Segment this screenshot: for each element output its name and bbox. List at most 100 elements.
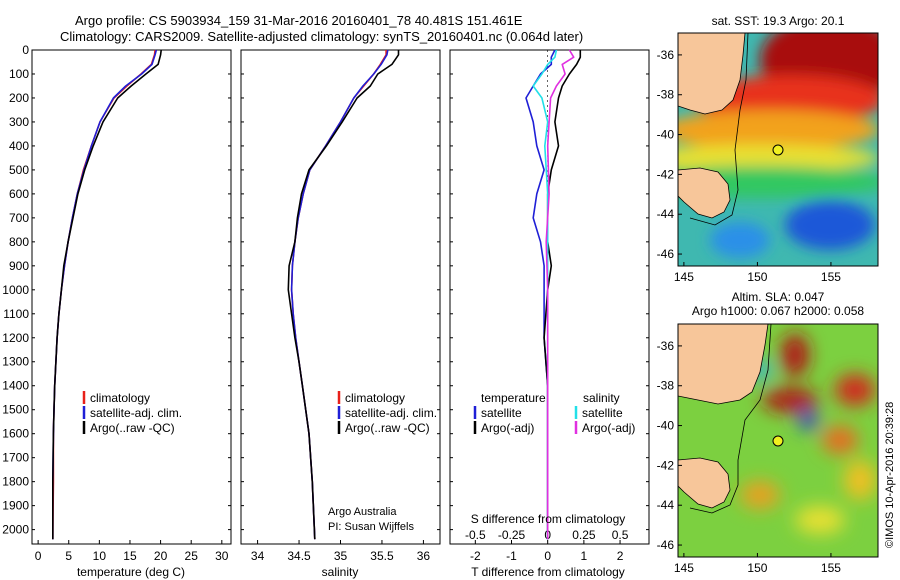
x-tick-label: 2 <box>617 549 624 563</box>
depth-tick-label: 1300 <box>2 355 29 369</box>
sla-mainland <box>678 324 769 405</box>
sla-map-title-line1: Altim. SLA: 0.047 <box>732 290 825 304</box>
series-line-satellite-adj-clim- <box>51 49 158 540</box>
sla-tasmania <box>678 457 731 509</box>
map-lat-label: -46 <box>657 538 675 552</box>
temperature-legend: climatology satellite-adj. clim. Argo(..… <box>82 391 182 435</box>
sla-map-frame <box>677 323 879 558</box>
depth-tick-label: 1600 <box>2 427 29 441</box>
series-line-t-satellite <box>525 49 556 540</box>
legend-label-argo: Argo(..raw -QC) <box>90 421 175 435</box>
legend-label-s-argo: Argo(-adj) <box>582 421 635 435</box>
sst-tasmania <box>678 167 731 219</box>
map-lat-label: -42 <box>657 458 675 472</box>
depth-tick-label: 1500 <box>2 403 29 417</box>
map-lat-label: -36 <box>657 48 675 62</box>
sla-high-2 <box>762 388 818 412</box>
map-lat-label: -46 <box>657 247 675 261</box>
figure-title-line2: Climatology: CARS2009. Satellite-adjuste… <box>60 29 583 44</box>
x-tick-label: 25 <box>185 549 199 563</box>
sst-map-frame <box>677 32 879 267</box>
map-lon-label: 150 <box>747 270 767 284</box>
difference-xlabel-t: T difference from climatology <box>471 565 625 579</box>
legend-label-t-argo: Argo(-adj) <box>481 421 534 435</box>
legend-label-argo: Argo(..raw -QC) <box>345 421 430 435</box>
x-tick-label: 15 <box>123 549 137 563</box>
difference-legend: temperature salinity satellite Argo(-adj… <box>473 391 635 435</box>
sla-high-1 <box>781 333 809 377</box>
map-lat-label: -42 <box>657 167 675 181</box>
sst-isobath <box>689 33 749 226</box>
x-tick-label: 30 <box>215 549 229 563</box>
difference-x-axis: -2 -1 0 1 2 <box>470 540 624 563</box>
map-lat-label: -44 <box>657 207 675 221</box>
x-tick-label: -2 <box>470 549 481 563</box>
map-lon-label: 150 <box>747 561 767 575</box>
depth-tick-label: 200 <box>9 91 29 105</box>
s-tick-label: 0.5 <box>612 528 629 542</box>
map-lat-label: -36 <box>657 339 675 353</box>
difference-plot-frame <box>449 49 650 545</box>
credit-text: ©IMOS 10-Apr-2016 20:39:28 <box>884 402 896 548</box>
depth-axis: 0 100 200 300 400 500 600 700 800 900 1000 1100 1200… <box>2 43 649 537</box>
map-lon-label: 155 <box>821 561 841 575</box>
sla-high-5 <box>740 481 780 509</box>
temperature-xlabel: temperature (deg C) <box>77 565 185 579</box>
sla-map: Altim. SLA: 0.047 Argo h1000: 0.067 h200… <box>657 290 879 575</box>
sst-map: sat. SST: 19.3 Argo: 20.1 145 150 155 -36 -3… <box>657 14 879 284</box>
x-tick-label: 5 <box>65 549 72 563</box>
legend-title-salinity: salinity <box>583 391 620 405</box>
x-tick-label: 35.5 <box>370 549 394 563</box>
sst-map-ticks: 145 150 155 -36 -38 -40 -42 -44 -46 <box>657 48 842 284</box>
s-tick-label: 0.25 <box>572 528 596 542</box>
x-tick-label: 0 <box>544 549 551 563</box>
s-tick-label: -0.5 <box>465 528 486 542</box>
sla-high-4 <box>822 426 858 454</box>
sst-argo-position <box>772 144 784 156</box>
sla-low-3 <box>795 506 845 534</box>
depth-tick-label: 2000 <box>2 523 29 537</box>
map-lat-label: -44 <box>657 498 675 512</box>
map-lat-label: -40 <box>657 419 675 433</box>
depth-tick-label: 1000 <box>2 283 29 297</box>
salinity-xlabel: salinity <box>322 565 359 579</box>
map-lon-label: 155 <box>821 270 841 284</box>
s-tick-label: -0.25 <box>498 528 526 542</box>
x-tick-label: 10 <box>93 549 107 563</box>
legend-label-s-satellite: satellite <box>582 406 623 420</box>
depth-tick-label: 1900 <box>2 499 29 513</box>
temperature-series <box>51 49 162 540</box>
sst-map-title: sat. SST: 19.3 Argo: 20.1 <box>712 14 845 28</box>
legend-label-t-satellite: satellite <box>481 406 522 420</box>
x-tick-label: 20 <box>154 549 168 563</box>
temperature-x-axis: 0 5 10 15 20 25 30 <box>35 540 229 563</box>
sla-map-ticks: 145 150 155 -36 -38 -40 -42 -44 -46 <box>657 339 842 575</box>
sst-cool-patch-2 <box>710 222 770 258</box>
depth-tick-label: 500 <box>9 163 29 177</box>
depth-tick-label: 1400 <box>2 379 29 393</box>
sst-orange-band <box>678 110 878 150</box>
x-tick-label: 35 <box>334 549 348 563</box>
depth-tick-label: 1100 <box>3 307 29 321</box>
sst-yellow-band <box>678 144 878 172</box>
series-line-climatology <box>52 49 156 540</box>
temperature-plot-frame <box>31 49 232 545</box>
depth-tick-label: 1800 <box>2 475 29 489</box>
series-line-s-argo-adj- <box>545 49 575 540</box>
depth-tick-label: 800 <box>9 235 29 249</box>
depth-tick-label: 400 <box>9 139 29 153</box>
salinity-annotation-line1: Argo Australia <box>328 506 397 518</box>
salinity-legend: climatology satellite-adj. clim. Argo(..… <box>337 391 437 435</box>
difference-s-x-axis: -0.5 -0.25 0 0.25 0.5 <box>465 528 629 542</box>
salinity-x-axis: 34 34.5 35 35.5 36 <box>251 540 430 563</box>
sla-map-title-line2: Argo h1000: 0.067 h2000: 0.058 <box>692 304 864 318</box>
difference-series <box>525 49 582 544</box>
series-line-argo-raw-qc- <box>287 50 400 540</box>
difference-xlabel-s: S difference from climatology <box>471 512 626 526</box>
legend-title-temperature: temperature <box>481 391 546 405</box>
map-lat-label: -40 <box>657 128 675 142</box>
depth-tick-label: 1200 <box>2 331 29 345</box>
x-tick-label: 34.5 <box>287 549 311 563</box>
legend-label-climatology: climatology <box>90 391 150 405</box>
